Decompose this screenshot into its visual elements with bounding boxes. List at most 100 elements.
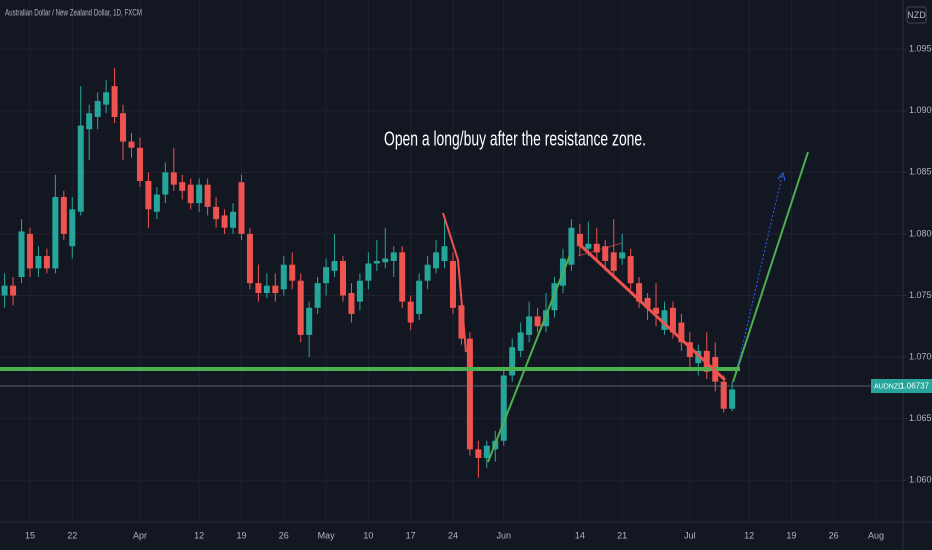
candle-body	[686, 342, 693, 358]
candle-body	[289, 264, 296, 281]
candle-body	[661, 310, 668, 330]
y-tick-label: 1.06500	[909, 413, 932, 423]
y-tick-label: 1.08500	[909, 167, 932, 177]
candle-body	[543, 310, 550, 327]
candle-body	[52, 196, 59, 269]
candle-body	[103, 92, 110, 105]
x-tick-label: May	[318, 530, 336, 540]
price-label-box	[871, 379, 932, 393]
candle-body	[441, 246, 448, 261]
trend-line	[442, 212, 467, 353]
candle-body	[483, 445, 490, 458]
candle-body	[636, 283, 643, 302]
candle-body	[272, 285, 279, 294]
arrow-head	[777, 171, 786, 182]
candle-body	[500, 375, 507, 441]
candle-body	[568, 227, 575, 265]
candle-body	[120, 113, 127, 142]
symbol-label: AUDNZD	[874, 383, 903, 390]
chart-title: Australian Dollar / New Zealand Dollar, …	[5, 7, 142, 17]
candle-body	[331, 261, 338, 271]
candle-body	[365, 263, 372, 281]
candle-body	[678, 322, 685, 343]
candle-body	[323, 267, 330, 284]
candle-body	[280, 264, 287, 290]
x-tick-label: 14	[575, 530, 585, 540]
candle-body	[602, 246, 609, 261]
candle-body	[18, 231, 25, 278]
candle-body	[627, 256, 634, 284]
candle-body	[644, 297, 651, 308]
candle-body	[246, 233, 253, 284]
candle-body	[306, 307, 313, 335]
candle-body	[526, 316, 533, 335]
candle-body	[1, 285, 8, 296]
y-tick-label: 1.09000	[909, 105, 932, 115]
y-tick-label: 1.07000	[909, 351, 932, 361]
projection-line	[732, 151, 809, 383]
trend-line	[577, 242, 623, 257]
candle-body	[297, 280, 304, 335]
candle-body	[449, 261, 456, 308]
candle-body	[314, 283, 321, 308]
x-tick-label: 26	[279, 530, 289, 540]
annotation: Open a long/buy after the resistance zon…	[384, 128, 646, 150]
x-tick-label: 19	[786, 530, 796, 540]
candle-body	[373, 261, 380, 264]
y-tick-label: 1.08000	[909, 228, 932, 238]
x-tick-label: 15	[25, 530, 35, 540]
candle-body	[534, 316, 541, 327]
candle-body	[390, 252, 397, 261]
candle-body	[585, 243, 592, 249]
x-tick-label: 19	[236, 530, 246, 540]
candle-body	[399, 252, 406, 302]
currency-box[interactable]	[906, 6, 927, 24]
x-tick-label: Jun	[496, 530, 511, 540]
candle-body	[653, 307, 660, 314]
candle-body	[86, 113, 93, 130]
currency-label[interactable]: NZD	[907, 10, 926, 20]
y-tick-label: 1.07500	[909, 290, 932, 300]
candle-body	[348, 293, 355, 314]
candle-body	[255, 283, 262, 294]
candle-body	[466, 338, 473, 450]
x-tick-label: 12	[194, 530, 204, 540]
candle-body	[153, 194, 160, 212]
candle-body	[69, 209, 76, 247]
x-tick-label: Jul	[684, 530, 696, 540]
candle-body	[94, 100, 101, 117]
candle-body	[221, 215, 228, 228]
candle-body	[340, 261, 346, 296]
candle-body	[136, 147, 143, 181]
candle-body	[145, 180, 152, 210]
trend-line	[576, 241, 727, 382]
y-tick-label: 1.06000	[909, 475, 932, 485]
candle-body	[424, 264, 431, 281]
candle-body	[238, 182, 245, 234]
x-tick-label: 24	[448, 530, 458, 540]
candle-body	[475, 449, 482, 458]
candle-body	[196, 184, 203, 204]
candle-body	[416, 280, 423, 314]
candle-body	[10, 285, 17, 296]
candle-body	[356, 280, 363, 302]
x-tick-label: 21	[617, 530, 627, 540]
candle-body	[263, 285, 270, 294]
x-tick-label: 12	[744, 530, 754, 540]
candle-body	[517, 332, 524, 351]
candle-body	[179, 182, 186, 191]
candle-body	[610, 252, 617, 271]
candle-body	[35, 256, 42, 269]
y-tick-label: 1.09500	[909, 44, 932, 54]
candle-body	[128, 141, 135, 148]
drawings	[0, 151, 903, 463]
x-tick-label: Apr	[133, 530, 147, 540]
candle-body	[669, 307, 676, 333]
candle-body	[170, 172, 177, 185]
candle-body	[187, 184, 194, 204]
candle-body	[407, 301, 414, 323]
x-tick-label: 22	[67, 530, 77, 540]
candle-body	[230, 211, 237, 228]
